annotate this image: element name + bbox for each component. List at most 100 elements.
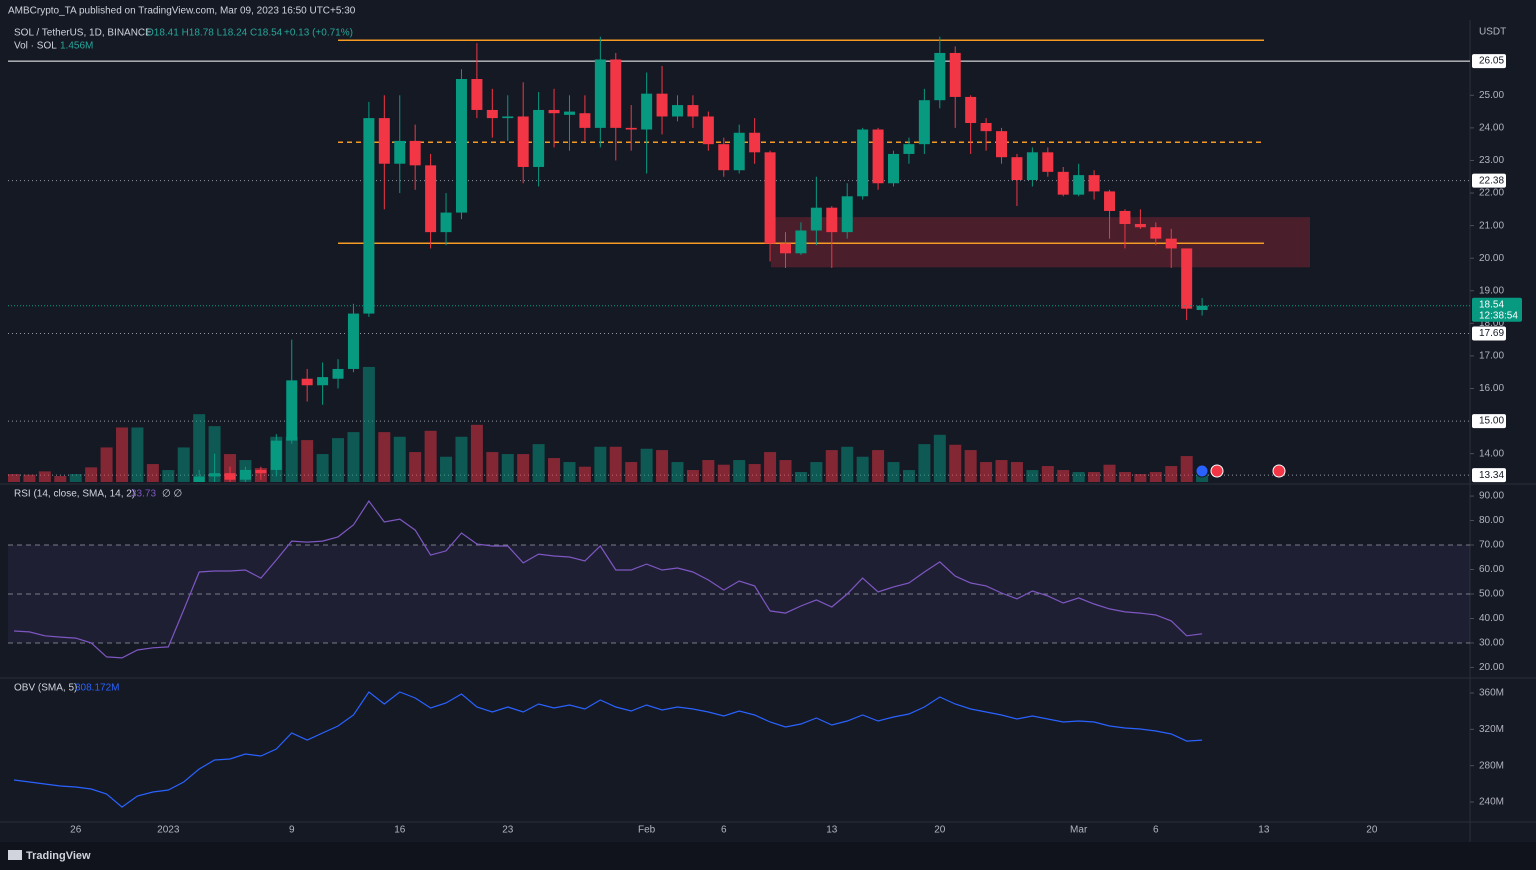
x-tick-label: Mar [1070, 825, 1088, 836]
candle-body [224, 473, 236, 480]
volume-bar [548, 458, 561, 482]
candle-body [533, 109, 545, 167]
candle-body [918, 100, 930, 145]
volume-bar [54, 476, 67, 482]
obv-legend: OBV (SMA, 5) [14, 683, 77, 694]
candle-body [718, 144, 730, 171]
y-tick-label: 22.00 [1479, 188, 1504, 199]
candle-body [780, 243, 791, 254]
obv-pane [13, 691, 1203, 808]
candle-body [363, 118, 375, 314]
candle-body [671, 105, 683, 117]
level-label-box [1472, 326, 1506, 341]
y-tick-label: 40.00 [1479, 613, 1504, 624]
volume-bar [424, 430, 437, 482]
volume-bar [995, 460, 1008, 482]
level-label: 17.69 [1479, 328, 1504, 339]
candle-body [733, 132, 745, 171]
volume-bar [301, 440, 314, 482]
volume-bar [856, 456, 869, 482]
volume-bar [116, 427, 129, 482]
x-tick-label: 2023 [157, 825, 180, 836]
volume-bar [146, 464, 159, 482]
volume-bar [794, 472, 807, 482]
volume-bar [486, 452, 499, 482]
volume-bar [656, 450, 669, 482]
change-legend: +0.13 (+0.71%) [284, 28, 353, 39]
candle-body [810, 207, 822, 231]
volume-bar [316, 454, 329, 482]
volume-bar [733, 460, 746, 482]
volume-bar [100, 447, 113, 482]
candle-body [394, 140, 406, 164]
x-tick-label: 23 [502, 825, 514, 836]
obv-value: 308.172M [75, 683, 119, 694]
candle-body [193, 476, 205, 482]
candle-body [1134, 223, 1146, 228]
volume-bar [625, 462, 638, 482]
y-tick-label: 24.00 [1479, 123, 1504, 134]
x-tick-label: 9 [289, 825, 295, 836]
volume-bar [470, 424, 483, 482]
volume-bar [1180, 456, 1193, 482]
candle-body [409, 140, 421, 166]
x-tick-label: 26 [70, 825, 82, 836]
candle-body [1165, 238, 1177, 249]
y-tick-label: 240M [1479, 797, 1504, 808]
symbol-legend: SOL / TetherUS, 1D, BINANCE [14, 28, 152, 39]
candle-body [888, 153, 900, 184]
y-tick-label: 90.00 [1479, 491, 1504, 502]
volume-bar [1072, 472, 1085, 482]
level-label-box [1472, 54, 1506, 69]
volume-bar [563, 462, 576, 482]
x-tick-label: 16 [394, 825, 406, 836]
event-icon[interactable] [1195, 464, 1209, 478]
rsi-legend: RSI (14, close, SMA, 14, 2) [14, 489, 135, 500]
level-label: 22.38 [1479, 175, 1504, 186]
y-tick-label: 30.00 [1479, 638, 1504, 649]
candle-body [209, 473, 221, 477]
last-price-box [1472, 297, 1522, 322]
volume-bar [841, 446, 854, 482]
event-icon[interactable] [1272, 464, 1286, 478]
volume-bar [640, 448, 653, 482]
indicator-line [13, 691, 1203, 808]
y-tick-label: 21.00 [1479, 220, 1504, 231]
volume-bar [1134, 474, 1147, 482]
volume-bar [409, 452, 422, 482]
x-tick-label: 13 [826, 825, 838, 836]
volume-bar [23, 474, 36, 482]
volume-bar [8, 474, 20, 482]
currency-label: USDT [1479, 27, 1506, 38]
volume-bar [748, 464, 761, 482]
candle-body [687, 105, 699, 117]
y-tick-label: 80.00 [1479, 515, 1504, 526]
candle-body [795, 230, 807, 254]
candle-body [934, 52, 946, 101]
candle-body [949, 52, 961, 97]
candle-body [1073, 175, 1085, 195]
candle-body [872, 129, 884, 184]
candle-body [239, 469, 251, 480]
level-label-box [1472, 468, 1506, 483]
volume-bar [131, 427, 144, 482]
rsi-pane [8, 499, 1470, 659]
event-icon[interactable] [1210, 464, 1224, 478]
candle-body [440, 212, 452, 233]
countdown-label: 12:38:54 [1479, 310, 1518, 321]
y-tick-label: 19.00 [1479, 285, 1504, 296]
volume-bar [686, 470, 699, 482]
volume-bar [578, 466, 591, 482]
volume-bar [1026, 470, 1039, 482]
volume-bar [1010, 462, 1023, 482]
volume-bar [594, 446, 607, 482]
candle-body [255, 469, 267, 474]
y-tick-label: 16.00 [1479, 383, 1504, 394]
y-tick-label: 25.00 [1479, 90, 1504, 101]
volume-bar [779, 460, 792, 482]
candle-body [517, 116, 529, 167]
volume-bar [362, 366, 375, 482]
candle-body [1057, 171, 1069, 195]
